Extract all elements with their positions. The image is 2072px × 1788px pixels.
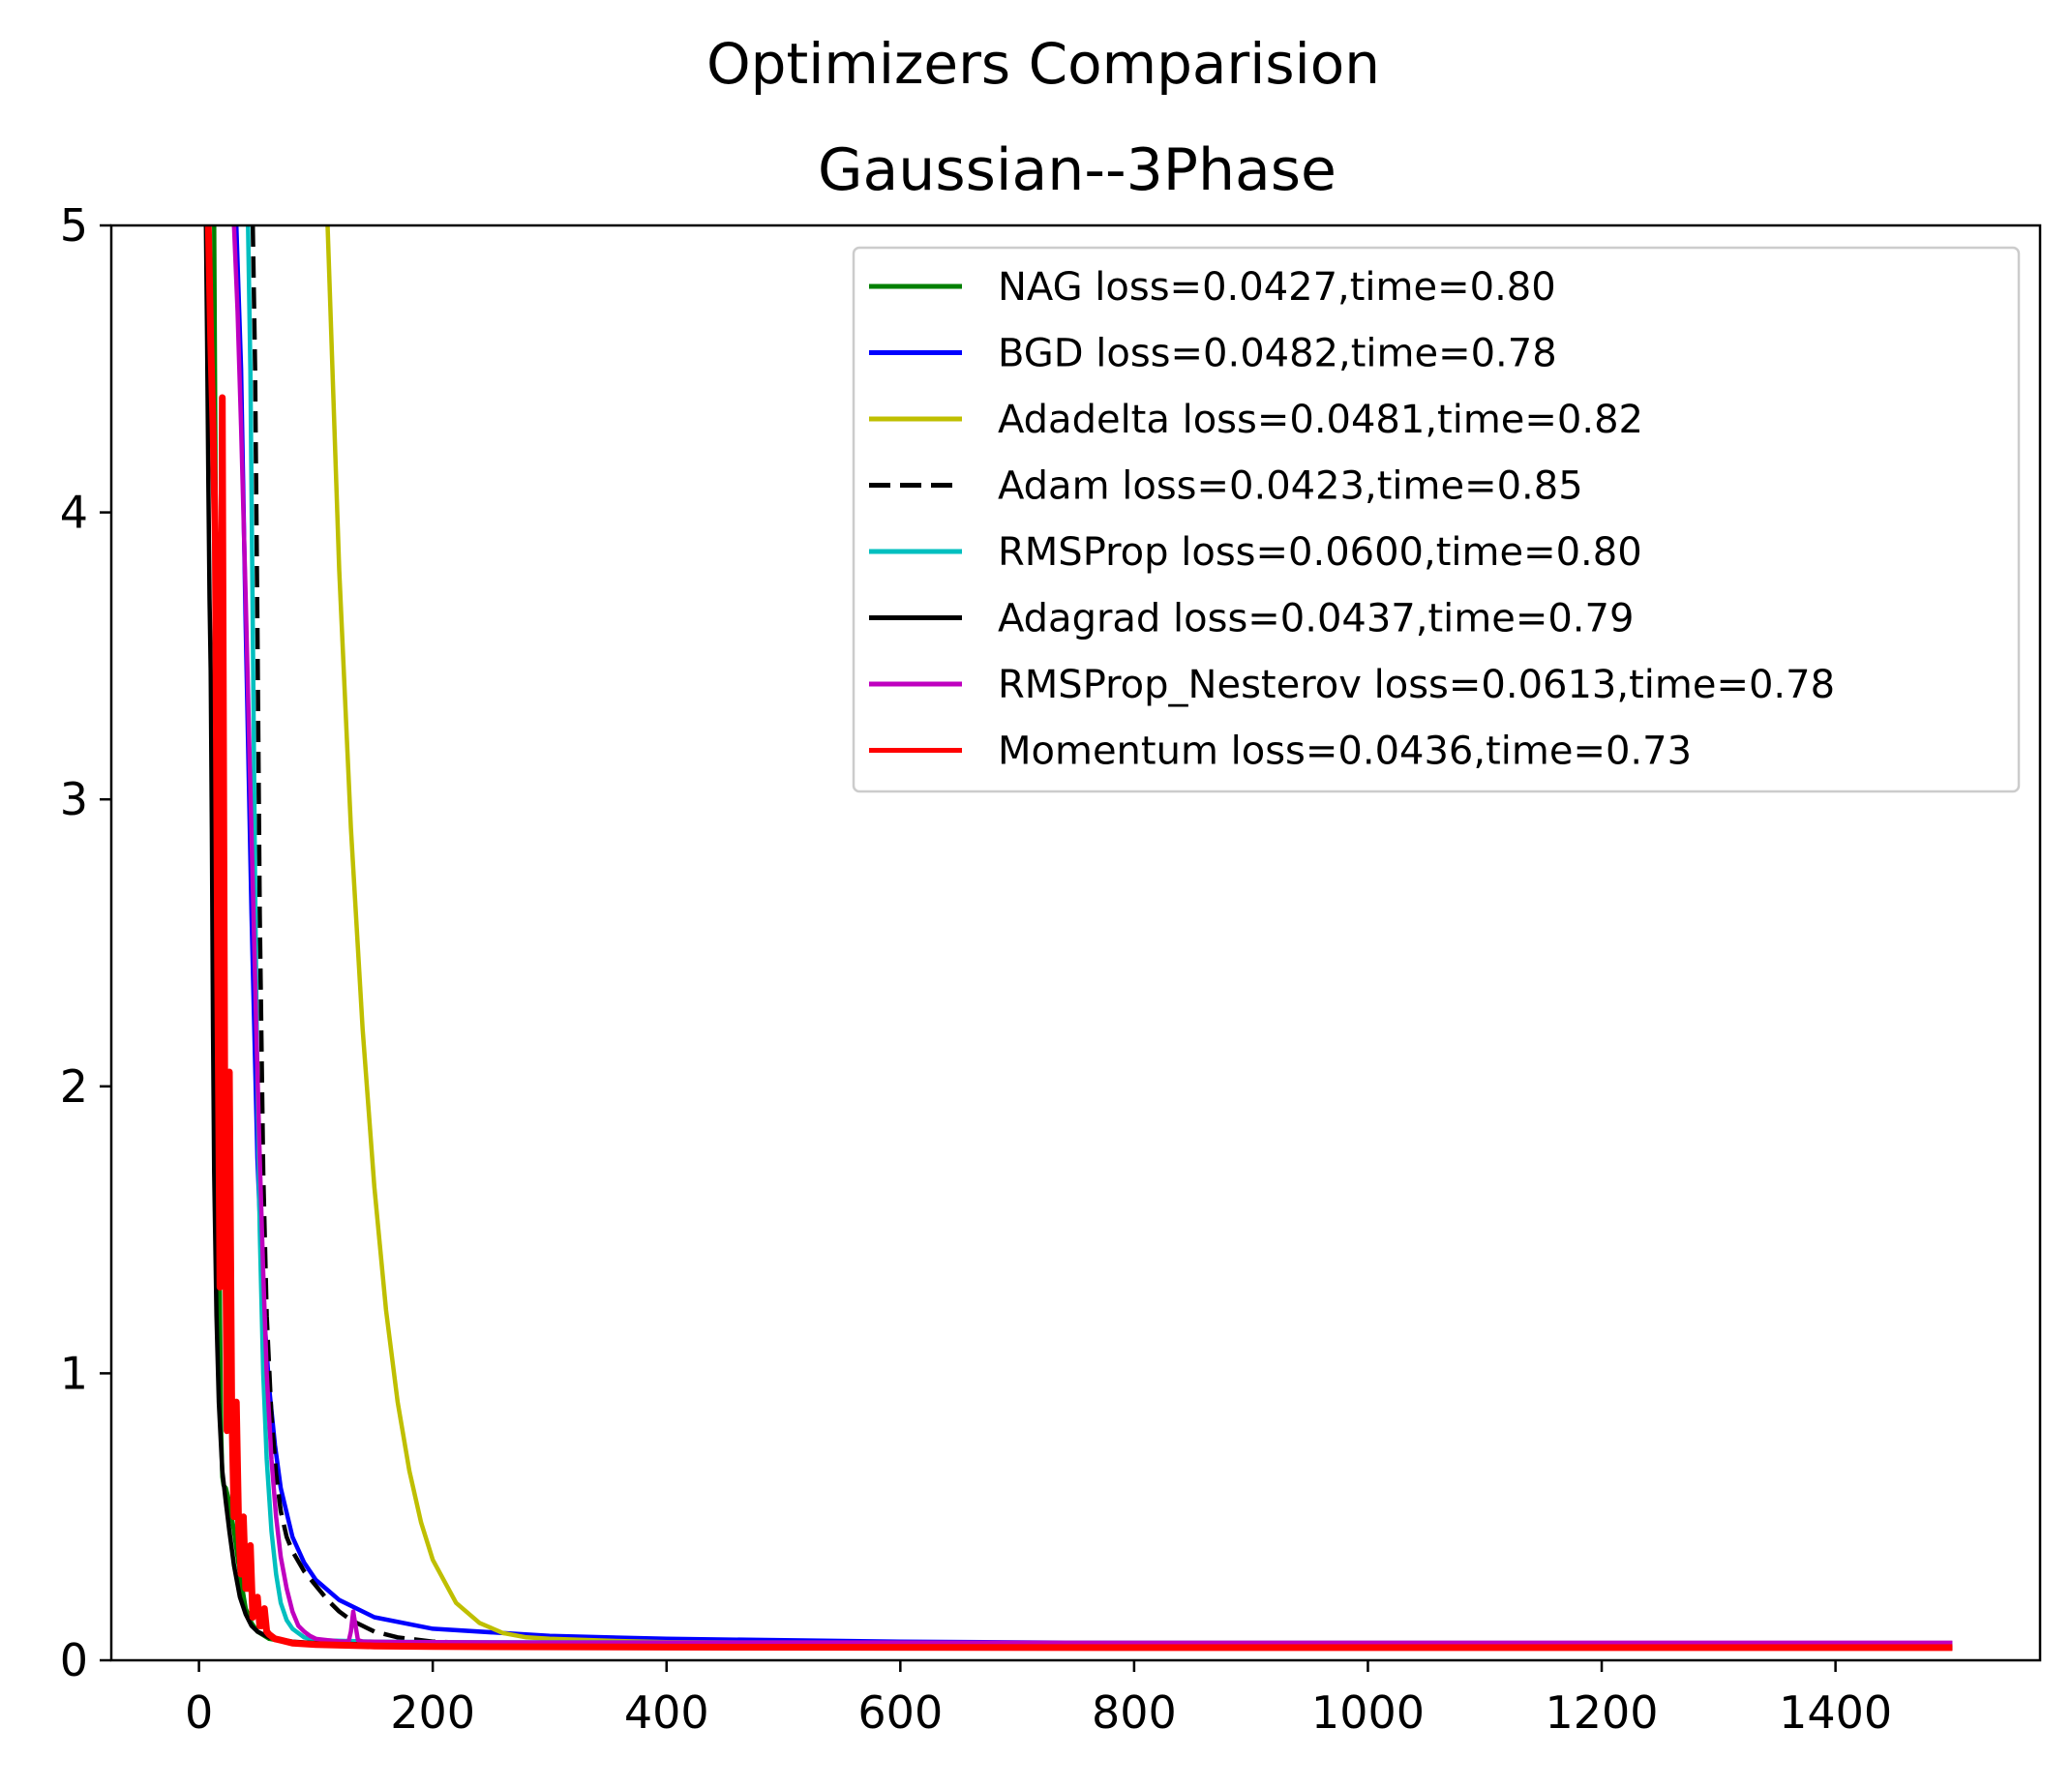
legend-label-3: Adam loss=0.0423,time=0.85 xyxy=(998,464,1583,509)
chart-title: Gaussian--3Phase xyxy=(818,136,1336,204)
x-tick-label: 1000 xyxy=(1311,1686,1425,1739)
x-tick-label: 400 xyxy=(624,1686,709,1739)
plot-frame xyxy=(109,224,2042,1662)
x-axis: 0 200 400 600 800 1000 1200 1400 xyxy=(185,1660,1892,1739)
chart-suptitle: Optimizers Comparision xyxy=(706,31,1380,97)
y-axis: 0 1 2 3 4 5 xyxy=(60,199,111,1686)
legend-label-7: Momentum loss=0.0436,time=0.73 xyxy=(998,730,1692,774)
legend-label-2: Adadelta loss=0.0481,time=0.82 xyxy=(998,398,1643,442)
y-tick-label: 3 xyxy=(60,773,88,825)
legend-label-6: RMSProp_Nesterov loss=0.0613,time=0.78 xyxy=(998,663,1835,707)
series-group xyxy=(203,225,1953,1652)
legend-frame xyxy=(852,246,2021,793)
x-tick-label: 200 xyxy=(390,1686,475,1739)
legend: NAG loss=0.0427,time=0.80 BGD loss=0.0482… xyxy=(852,246,2021,793)
legend-label-0: NAG loss=0.0427,time=0.80 xyxy=(998,265,1556,310)
y-tick-label: 0 xyxy=(60,1634,88,1686)
series-line-6 xyxy=(231,225,1953,1646)
legend-label-5: Adagrad loss=0.0437,time=0.79 xyxy=(998,597,1634,641)
x-tick-label: 800 xyxy=(1092,1686,1177,1739)
y-tick-label: 1 xyxy=(60,1347,88,1399)
y-tick-label: 2 xyxy=(60,1060,88,1113)
y-tick-label: 5 xyxy=(60,199,88,252)
x-tick-label: 1400 xyxy=(1779,1686,1892,1739)
y-tick-label: 4 xyxy=(60,487,88,539)
series-line-7 xyxy=(204,225,1953,1652)
x-tick-label: 0 xyxy=(185,1686,213,1739)
legend-label-4: RMSProp loss=0.0600,time=0.80 xyxy=(998,530,1642,575)
x-tick-label: 1200 xyxy=(1546,1686,1659,1739)
legend-label-1: BGD loss=0.0482,time=0.78 xyxy=(998,332,1557,376)
x-tick-label: 600 xyxy=(857,1686,943,1739)
